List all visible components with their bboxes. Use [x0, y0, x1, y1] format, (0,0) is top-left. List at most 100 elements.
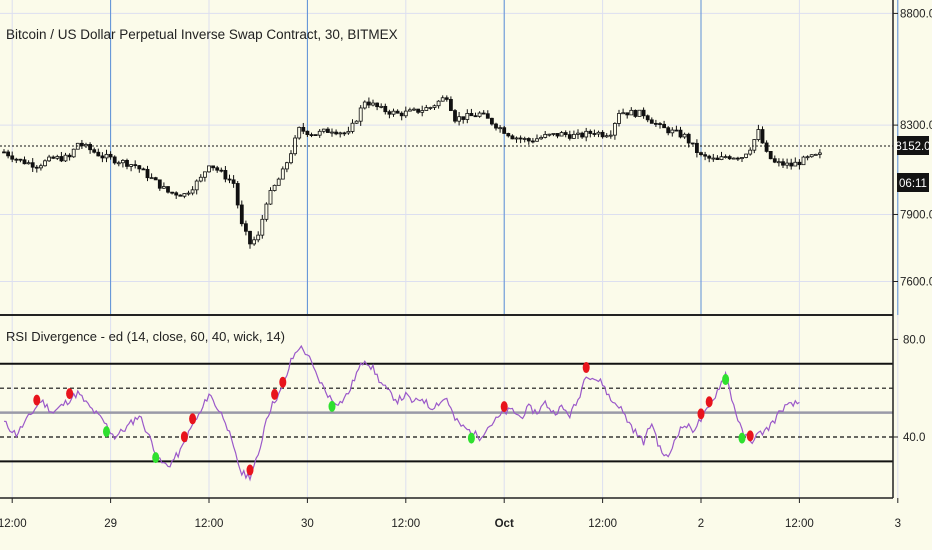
candle-body [813, 153, 818, 156]
candle-body [531, 140, 535, 143]
candle-body [580, 132, 584, 138]
candle-body [453, 110, 457, 122]
candle-body [297, 126, 302, 139]
candle-body [92, 149, 97, 153]
candle-body [239, 204, 244, 225]
candle-body [166, 186, 170, 193]
candle-body [502, 127, 507, 134]
candle-body [801, 156, 806, 166]
candle-body [366, 101, 371, 106]
candle-body [309, 134, 314, 136]
candle-body [149, 177, 154, 180]
candle-body [649, 119, 654, 124]
candle-body [629, 109, 634, 116]
candle-body [137, 165, 142, 170]
candle-body [182, 193, 187, 197]
candle-body [71, 148, 76, 158]
candle-body [235, 183, 240, 206]
time-tick-label: 3 [895, 518, 901, 530]
candle-body [403, 110, 408, 117]
candle-body [461, 116, 466, 120]
candle-body [362, 101, 367, 109]
candle-body [555, 133, 560, 137]
candle-body [6, 151, 10, 157]
candle-body [399, 112, 404, 117]
candle-body [789, 162, 794, 167]
candle-body [108, 153, 113, 158]
candle-body [506, 133, 511, 137]
current-price-badge [897, 136, 929, 155]
candle-body [756, 129, 761, 140]
candle-body [535, 138, 539, 142]
candle-body [703, 154, 707, 157]
candle-body [748, 149, 753, 155]
candle-body [313, 134, 318, 136]
candle-body [797, 161, 802, 166]
candle-body [104, 153, 109, 159]
candle-body [22, 159, 27, 165]
candle-body [584, 130, 589, 138]
price-tick-label: 8300.0 [900, 120, 932, 132]
candle-body [510, 135, 515, 140]
candle-body [436, 100, 441, 107]
candle-body [174, 192, 179, 196]
candle-body [231, 179, 236, 184]
candle-body [80, 142, 84, 147]
bearish-divergence-marker [697, 408, 705, 420]
bearish-divergence-marker [500, 401, 508, 413]
price-axis-ticks: 8800.0 8300.0 7900.0 7600.0 80.0 40.0 [893, 8, 932, 444]
candle-body [407, 109, 412, 112]
candle-body [112, 156, 117, 164]
countdown-badge [897, 173, 929, 192]
candle-body [121, 159, 125, 164]
candle-body [207, 165, 211, 173]
candle-body [252, 239, 257, 245]
candle-body [543, 133, 548, 138]
candle-body [608, 134, 613, 137]
bearish-divergence-marker [189, 413, 197, 425]
rsi-levels [0, 362, 893, 463]
bullish-divergence-marker [722, 374, 730, 386]
candle-body [387, 111, 392, 115]
candle-body [547, 133, 552, 136]
candle-body [96, 151, 101, 157]
candle-body [198, 176, 203, 182]
candle-body [736, 157, 740, 160]
rsi-tick-label: 40.0 [903, 432, 925, 444]
candle-body [576, 132, 580, 135]
candle-body [10, 155, 15, 160]
candle-body [477, 112, 482, 117]
bearish-divergence-marker [705, 396, 713, 408]
candle-body [202, 171, 207, 178]
candle-body [514, 137, 519, 140]
candle-body [243, 223, 248, 232]
candle-body [707, 155, 712, 159]
candle-body [740, 157, 744, 160]
candle-body [416, 108, 421, 113]
candle-body [809, 154, 814, 158]
candle-body [428, 107, 433, 109]
candle-body [264, 203, 269, 220]
candle-body [14, 158, 19, 161]
candle-body [777, 161, 781, 164]
candle-body [26, 162, 31, 165]
candle-body [248, 230, 252, 245]
candle-body [280, 168, 285, 180]
candle-body [67, 154, 72, 158]
time-tick-label: 12:00 [588, 518, 617, 530]
candle-body [715, 157, 720, 161]
candle-body [325, 128, 330, 133]
candle-body [284, 162, 289, 170]
candle-body [469, 113, 474, 117]
time-tick-label: 12:00 [785, 518, 814, 530]
candle-body [526, 138, 531, 142]
candle-body [678, 129, 683, 138]
candle-body [723, 156, 728, 158]
candle-body [305, 130, 310, 135]
candle-body [448, 99, 453, 111]
candle-body [334, 131, 339, 135]
candle-body [522, 138, 527, 140]
candle-body [781, 161, 785, 166]
time-tick-label: 29 [104, 518, 117, 530]
